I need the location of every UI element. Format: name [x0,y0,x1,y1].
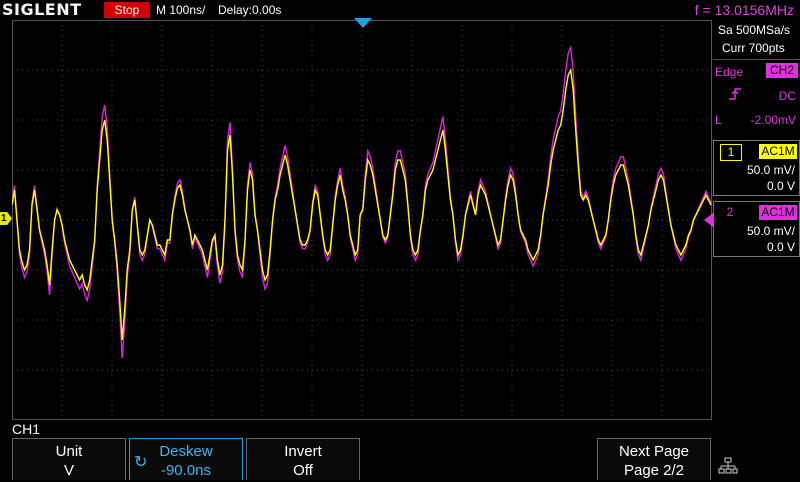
trigger-source-badge: CH2 [766,63,798,78]
graticule [12,20,712,420]
rising-edge-icon [727,86,745,102]
brand-logo: SIGLENT [2,0,82,20]
sample-rate: Sa 500MSa/s [718,22,790,38]
network-icon [718,457,738,477]
ch2-coupling: AC1M [759,205,797,220]
softkey-value: Off [247,461,359,480]
record-length: Curr 700pts [722,40,785,56]
trigger-info-panel[interactable]: Edge CH2 DC L -2.00mV [713,60,800,136]
ch2-info-box[interactable]: 2 AC1M 50.0 mV/ 0.0 V [713,201,800,257]
ch2-waveform [12,48,711,359]
menu-channel-label: CH1 [12,421,40,437]
ch1-scale: 50.0 mV/ [747,163,795,177]
trigger-level: -2.00mV [751,112,796,128]
ch2-scale: 50.0 mV/ [747,224,795,238]
run-stop-indicator[interactable]: Stop [104,2,150,18]
invert-softkey[interactable]: Invert Off [246,438,360,480]
ch2-offset: 0.0 V [767,240,795,254]
ch1-offset: 0.0 V [767,179,795,193]
trigger-type: Edge [715,64,743,80]
softkey-value: V [13,461,125,480]
ch1-number: 1 [720,144,742,161]
status-bar: SIGLENT Stop M 100ns/ Delay:0.00s f = 13… [0,0,800,20]
waveform-display[interactable] [12,20,712,420]
ch1-info-box[interactable]: 1 AC1M 50.0 mV/ 0.0 V [713,140,800,196]
softkey-value: Page 2/2 [598,461,710,480]
softkey-label: Invert [247,442,359,461]
unit-softkey[interactable]: Unit V [12,438,126,480]
ch1-offset-marker-icon[interactable]: 1 [0,212,12,225]
delay-readout[interactable]: Delay:0.00s [218,0,281,20]
softkey-label: Unit [13,442,125,461]
trigger-position-marker-icon[interactable] [354,18,372,28]
frequency-readout: f = 13.0156MHz [695,0,794,20]
timebase-readout[interactable]: M 100ns/ [156,0,205,20]
deskew-softkey[interactable]: ↻ Deskew -90.0ns [129,438,243,480]
trigger-level-label: L [715,112,722,128]
knob-icon: ↻ [134,453,147,472]
ch1-coupling: AC1M [759,144,797,159]
next-page-softkey[interactable]: Next Page Page 2/2 [597,438,711,480]
trigger-coupling: DC [779,88,796,104]
softkey-label: Next Page [598,442,710,461]
ch2-number: 2 [720,205,740,220]
